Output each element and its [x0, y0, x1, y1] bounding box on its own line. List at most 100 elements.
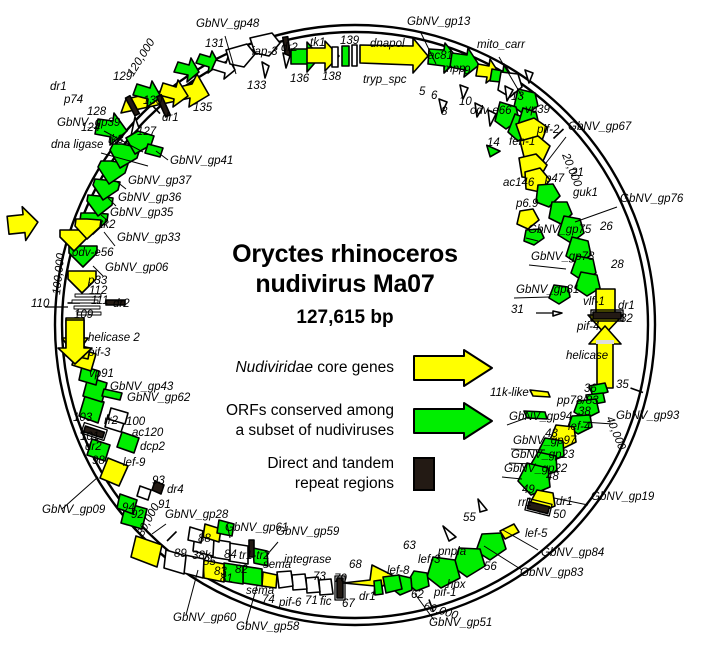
- inner-gene-label: 50: [553, 509, 566, 521]
- outer-gene-label: GbNV_gp94: [509, 411, 572, 423]
- inner-gene-label: sema: [246, 585, 274, 597]
- inner-gene-label: iap-3: [252, 46, 278, 58]
- outer-gene-label: GbNV_gp28: [165, 509, 229, 521]
- inner-gene-label: 83: [214, 566, 227, 578]
- inner-gene-label: fen-1: [509, 136, 535, 148]
- inner-gene-label: 131: [205, 38, 224, 50]
- outer-gene-label: GbNV_gp23: [511, 449, 575, 461]
- inner-gene-label: vp91: [89, 368, 114, 380]
- inner-gene-label: 89: [174, 548, 187, 560]
- inner-gene-label: rr2: [104, 415, 119, 427]
- inner-gene-label: dr4: [167, 484, 184, 496]
- inner-gene-label: pif-2: [536, 124, 560, 136]
- inner-gene-label: ac120: [132, 427, 164, 439]
- outer-gene-label: GbNV_gp97: [513, 435, 577, 447]
- inner-gene-label: rr1: [518, 497, 532, 509]
- inner-gene-label: tk3: [108, 134, 124, 146]
- inner-gene-label: vlf-1: [583, 296, 605, 308]
- inner-gene-label: 112: [89, 285, 108, 297]
- label-leader-lines: [61, 32, 618, 625]
- inner-gene-label: helicase 2: [88, 332, 140, 344]
- legend-item-conserved-orfs: ORFs conserved among a subset of nudivir…: [196, 401, 496, 441]
- inner-gene-label: 38: [578, 406, 591, 418]
- inner-gene-label: 92: [131, 509, 144, 521]
- inner-gene-label: dr2: [85, 441, 102, 453]
- inner-gene-label: dr1: [162, 112, 179, 124]
- legend: Nudiviridae core genes ORFs conserved am…: [196, 348, 496, 507]
- inner-gene-label: 98: [92, 455, 105, 467]
- outer-gene-label: GbNV_gp81: [516, 284, 579, 296]
- outer-gene-label: GbNV_gp84: [541, 547, 604, 559]
- inner-gene-label: 120,000: [125, 36, 158, 78]
- inner-gene-label: odv-e66: [470, 105, 512, 117]
- legend-label-core-genes-rest: core genes: [313, 359, 394, 377]
- inner-gene-label: dr1: [618, 300, 635, 312]
- inner-gene-label: 5: [419, 86, 426, 98]
- outer-gene-label: GbNV_gp22: [504, 463, 568, 475]
- outer-gene-label: GbNV_gp48: [196, 18, 260, 30]
- inner-gene-label: GbNV_gp43: [110, 381, 174, 393]
- inner-gene-label: 73: [313, 571, 326, 583]
- outer-gene-label: GbNV_gp93: [616, 410, 680, 422]
- inner-gene-label: 67: [342, 598, 355, 610]
- inner-gene-label: 94: [122, 502, 135, 514]
- outer-gene-label: GbNV_gp41: [170, 155, 233, 167]
- inner-gene-label: tk1: [310, 37, 325, 49]
- inner-gene-label: 11k-like: [490, 387, 529, 399]
- outer-gene-label: GbNV_gp83: [520, 567, 584, 579]
- inner-gene-label: odv-e56: [72, 247, 114, 259]
- inner-gene-label: fic: [320, 596, 332, 608]
- legend-item-repeat-regions: Direct and tandem repeat regions: [196, 454, 496, 494]
- inner-gene-label: 100,000: [51, 252, 67, 295]
- outer-gene-label: GbNV_gp36: [118, 192, 182, 204]
- inner-gene-label: tk2: [100, 219, 116, 231]
- inner-gene-label: 32: [620, 313, 633, 325]
- inner-gene-label: integrase: [284, 554, 331, 566]
- outer-gene-label: GbNV_gp60: [173, 612, 237, 624]
- inner-gene-label: lef-5: [525, 528, 548, 540]
- outer-gene-label: GbNV_gp19: [591, 491, 655, 503]
- inner-gene-label: vp39: [525, 104, 551, 116]
- inner-gene-label: pnpla: [437, 546, 466, 558]
- outer-gene-label: GbNV_gp76: [620, 193, 684, 205]
- outer-gene-label: GbNV_gp35: [110, 207, 174, 219]
- inner-gene-label: 14: [487, 137, 500, 149]
- inner-gene-label: 82: [235, 564, 248, 576]
- inner-gene-label: 81: [220, 573, 233, 585]
- inner-gene-label: ac81: [428, 50, 453, 62]
- inner-gene-label: dr1: [50, 81, 67, 93]
- outer-gene-label: GbNV_gp09: [42, 504, 106, 516]
- genome-backbone-circle: [53, 23, 657, 627]
- inner-gene-label: lef-9: [123, 457, 146, 469]
- inner-gene-label: 128: [87, 106, 107, 118]
- inner-gene-label: 70: [334, 573, 347, 585]
- inner-gene-label: 21: [570, 167, 584, 179]
- inner-gene-label: dr2: [113, 298, 130, 310]
- inner-gene-label: 49: [522, 484, 535, 496]
- inner-gene-label: pif-3: [87, 347, 111, 359]
- inner-gene-label: dnapol: [370, 38, 405, 50]
- inner-gene-label: 56: [484, 561, 497, 573]
- inner-gene-label: lef-8: [387, 565, 410, 577]
- inner-gene-label: 71: [305, 595, 318, 607]
- inner-gene-label: lef-4: [568, 421, 590, 433]
- inner-gene-label: 8: [441, 106, 448, 118]
- outer-gene-label: GbNV_gp51: [429, 617, 492, 629]
- outer-gene-label: GbNV_gp75: [528, 224, 592, 236]
- legend-key-conserved-orfs: [410, 401, 496, 441]
- inner-gene-label: dcp2: [140, 441, 166, 453]
- inner-gene-label: 63: [403, 540, 416, 552]
- inner-gene-label: 133: [247, 80, 267, 92]
- inner-gene-label: 124: [81, 122, 100, 134]
- inner-gene-label: 48: [546, 471, 559, 483]
- outer-gene-label: dna ligase: [51, 139, 103, 151]
- legend-item-core-genes: Nudiviridae core genes: [196, 348, 496, 388]
- inner-gene-label: 111: [91, 295, 108, 307]
- inner-gene-label: 139: [340, 35, 360, 47]
- outer-gene-label: GbNV_gp61: [225, 522, 288, 534]
- inner-gene-label: 13: [511, 91, 524, 103]
- inner-gene-label: 110: [31, 298, 50, 310]
- inner-gene-label: 138: [322, 71, 342, 83]
- inner-gene-label: GbNV_gp62: [127, 392, 191, 404]
